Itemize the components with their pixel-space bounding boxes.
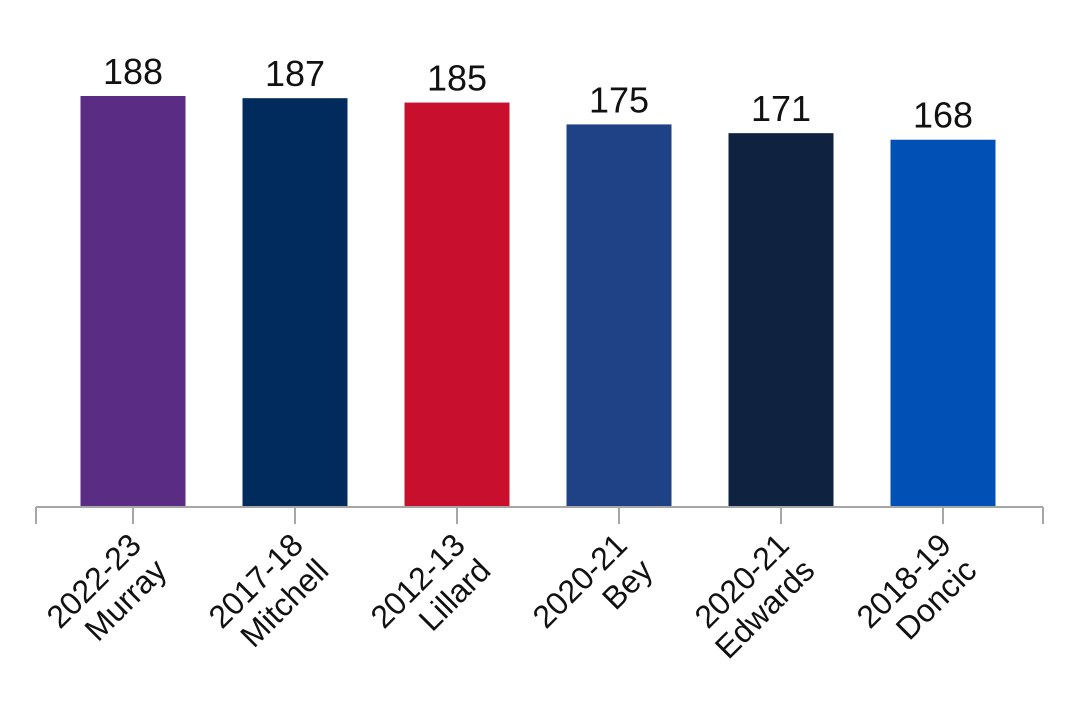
x-axis xyxy=(35,506,1044,524)
x-tick-label: 2017-18Mitchell xyxy=(201,526,335,660)
bar xyxy=(728,133,834,507)
data-label: 175 xyxy=(589,79,649,120)
bar xyxy=(890,139,996,508)
x-tick-label-group: 2017-18Mitchell xyxy=(201,526,335,660)
x-tick-label: 2020-21Bey xyxy=(525,526,659,660)
bar xyxy=(242,98,348,508)
x-tick-label: 2012-13Lillard xyxy=(363,526,497,660)
bar xyxy=(80,96,186,507)
data-label: 171 xyxy=(751,88,811,129)
data-label: 185 xyxy=(427,58,487,99)
x-tick-label-group: 2020-21Bey xyxy=(525,526,659,660)
x-tick-label: 2022-23Murray xyxy=(39,526,173,660)
bar xyxy=(404,102,510,508)
bars-layer xyxy=(80,96,996,508)
x-tick-label-group: 2020-21Edwards xyxy=(682,526,821,665)
x-tick-label: 2020-21Edwards xyxy=(682,526,821,665)
bar xyxy=(566,124,672,507)
x-tick-label-group: 2012-13Lillard xyxy=(363,526,497,660)
x-tick-label-group: 2018-19Doncic xyxy=(849,526,983,660)
data-label: 188 xyxy=(103,51,163,92)
data-label: 187 xyxy=(265,53,325,94)
x-tick-label-group: 2022-23Murray xyxy=(39,526,173,660)
x-tick-label: 2018-19Doncic xyxy=(849,526,983,660)
data-label: 168 xyxy=(913,95,973,136)
